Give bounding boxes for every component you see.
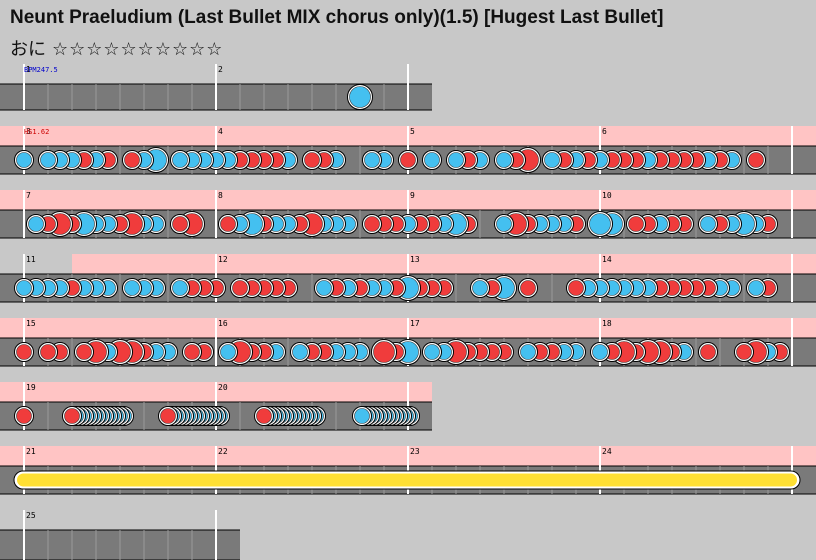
ka-note-face xyxy=(472,280,488,296)
ka-note-face xyxy=(520,344,536,360)
measure-number: 12 xyxy=(218,255,228,264)
measure-number: 2 xyxy=(218,65,223,74)
don-note-face xyxy=(16,344,32,360)
bpm-label: BPM247.5 xyxy=(24,66,58,74)
ka-note-face xyxy=(40,152,56,168)
ka-note-face xyxy=(589,213,611,235)
ka-note-face xyxy=(16,280,32,296)
don-note-face xyxy=(16,408,32,424)
ka-note-face xyxy=(16,152,32,168)
don-note-face xyxy=(184,344,200,360)
measure-number: 15 xyxy=(26,319,36,328)
ka-note-face xyxy=(424,344,440,360)
ka-note-face xyxy=(748,280,764,296)
don-note-face xyxy=(520,280,536,296)
song-title: Neunt Praeludium (Last Bullet MIX chorus… xyxy=(10,7,664,28)
don-note-face xyxy=(568,280,584,296)
ka-note-face xyxy=(292,344,308,360)
don-note-face xyxy=(172,216,188,232)
measure-number: 10 xyxy=(602,191,612,200)
ka-note-face xyxy=(172,152,188,168)
ka-note-face xyxy=(448,152,464,168)
measure-number: 3 xyxy=(26,127,31,136)
gogo-band xyxy=(72,254,816,274)
measure-number: 6 xyxy=(602,127,607,136)
don-note-face xyxy=(232,280,248,296)
don-note-face xyxy=(748,152,764,168)
don-note-face xyxy=(700,344,716,360)
measure-number: 9 xyxy=(410,191,415,200)
measure-number: 16 xyxy=(218,319,228,328)
measure-number: 8 xyxy=(218,191,223,200)
ka-note-face xyxy=(124,280,140,296)
don-note-face xyxy=(373,341,395,363)
scroll-speed-label: HS1.62 xyxy=(24,128,49,136)
measure-number: 20 xyxy=(218,383,228,392)
ka-note-face xyxy=(496,152,512,168)
measure-number: 14 xyxy=(602,255,612,264)
don-note-face xyxy=(40,344,56,360)
difficulty-label: おに xyxy=(10,39,46,60)
measure-number: 18 xyxy=(602,319,612,328)
measure-number: 4 xyxy=(218,127,223,136)
don-note-face xyxy=(124,152,140,168)
ka-note-face xyxy=(592,344,608,360)
don-note-face xyxy=(160,408,176,424)
measure-number: 5 xyxy=(410,127,415,136)
measure-number: 25 xyxy=(26,511,36,520)
measure-number: 1 xyxy=(26,65,31,74)
ka-note-face xyxy=(496,216,512,232)
lane-row: 25 xyxy=(0,510,240,560)
don-note-face xyxy=(304,152,320,168)
ka-note-face xyxy=(28,216,44,232)
ka-note-face xyxy=(349,86,371,108)
ka-note-face xyxy=(364,152,380,168)
measure-number: 13 xyxy=(410,255,420,264)
don-note-face xyxy=(364,216,380,232)
ka-note-face xyxy=(544,152,560,168)
don-note-face xyxy=(76,344,92,360)
ka-note-face xyxy=(220,344,236,360)
don-note-face xyxy=(400,152,416,168)
don-note-face xyxy=(64,408,80,424)
ka-note-face xyxy=(316,280,332,296)
measure-number: 11 xyxy=(26,255,36,264)
difficulty-stars: ☆☆☆☆☆☆☆☆☆☆ xyxy=(52,39,224,60)
ka-note-face xyxy=(700,216,716,232)
ka-note-face xyxy=(172,280,188,296)
ka-note-face xyxy=(424,152,440,168)
measure-number: 21 xyxy=(26,447,36,456)
don-note-face xyxy=(736,344,752,360)
difficulty-line: おに ☆☆☆☆☆☆☆☆☆☆ xyxy=(10,35,223,61)
don-note-face xyxy=(628,216,644,232)
measure-number: 24 xyxy=(602,447,612,456)
measure-number: 22 xyxy=(218,447,228,456)
measure-number: 23 xyxy=(410,447,420,456)
don-note-face xyxy=(220,216,236,232)
measure-number: 17 xyxy=(410,319,420,328)
measure-number: 19 xyxy=(26,383,36,392)
ka-note-face xyxy=(354,408,370,424)
measure-number: 7 xyxy=(26,191,31,200)
don-note-face xyxy=(256,408,272,424)
drumroll-bar xyxy=(17,473,797,487)
